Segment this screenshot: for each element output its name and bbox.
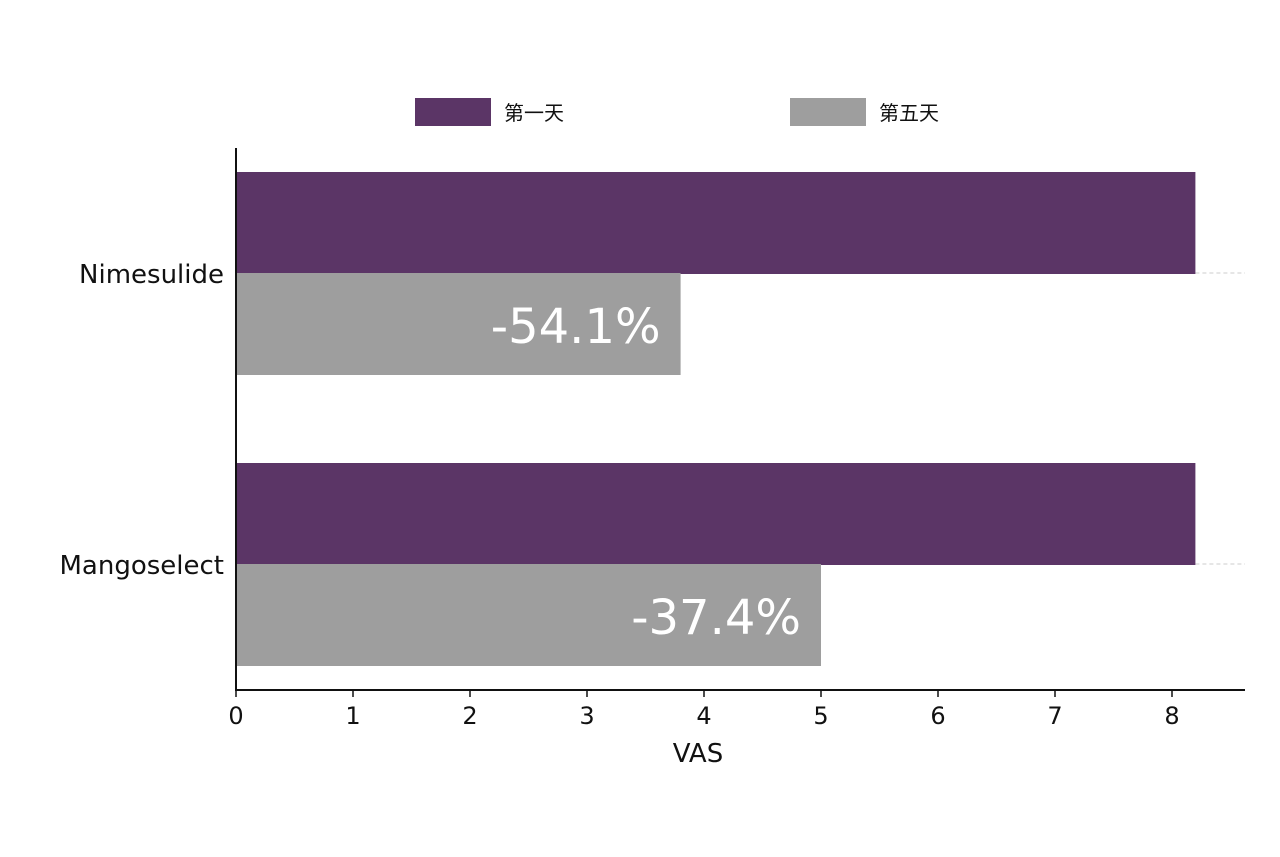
y-tick-label: Mangoselect (59, 551, 224, 581)
x-tick-label: 6 (930, 702, 945, 730)
x-tick-label: 8 (1164, 702, 1179, 730)
x-tick-label: 7 (1047, 702, 1062, 730)
legend-label-series-1: 第一天 (504, 101, 564, 125)
bar-nimesulide-series-2 (236, 273, 681, 375)
x-tick-label: 1 (345, 702, 360, 730)
x-tick-label: 4 (696, 702, 711, 730)
legend-swatch-series-2 (790, 98, 866, 126)
legend-label-series-2: 第五天 (879, 101, 939, 125)
reduction-annotation: -37.4% (631, 590, 801, 646)
reduction-annotation: -54.1% (491, 299, 661, 355)
x-tick-label: 5 (813, 702, 828, 730)
legend-swatch-series-1 (415, 98, 491, 126)
bar-mangoselect-series-1 (236, 463, 1196, 565)
x-axis-label: VAS (673, 739, 723, 769)
x-tick-label: 0 (228, 702, 243, 730)
x-tick-label: 2 (462, 702, 477, 730)
bar-mangoselect-series-2 (236, 564, 821, 666)
y-tick-label: Nimesulide (79, 260, 224, 290)
x-tick-label: 3 (579, 702, 594, 730)
bar-nimesulide-series-1 (236, 172, 1196, 274)
